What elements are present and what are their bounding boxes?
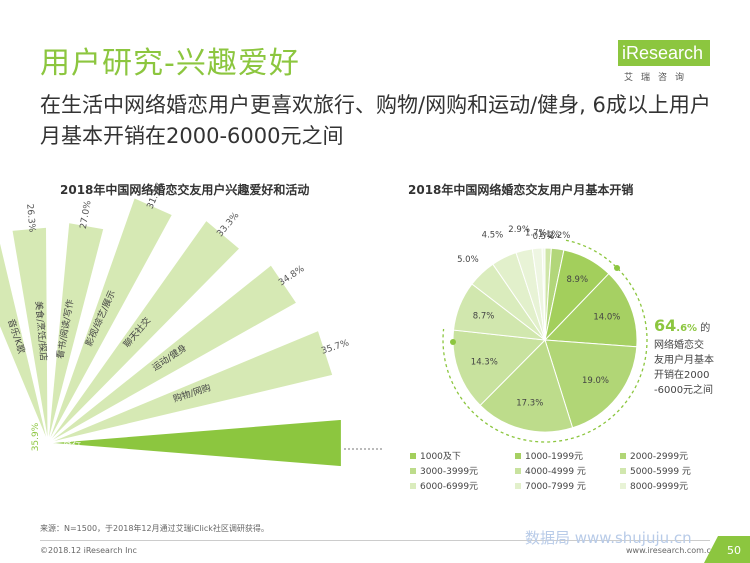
highlight-arc-end	[450, 339, 456, 345]
source-note: 来源：N=1500，于2018年12月通过艾瑞iClick社区调研获得。	[40, 524, 269, 533]
highlight-value: 64.6% 的	[654, 316, 710, 335]
legend-swatch	[620, 483, 626, 489]
category-label: 旅行	[63, 438, 81, 450]
legend-swatch	[410, 468, 416, 474]
highlight-text: -6000元之间	[654, 383, 713, 396]
legend-label: 4000-4999 元	[525, 467, 586, 477]
value-label: 35.7%	[320, 338, 351, 356]
pie-slice	[541, 247, 546, 341]
value-label: 26.3%	[24, 203, 36, 233]
pie-slice	[544, 339, 638, 429]
pie-slice	[479, 339, 574, 433]
fan-bar	[11, 226, 49, 444]
legend-label: 2000-2999元	[630, 452, 688, 462]
page-title: 用户研究-兴趣爱好	[40, 46, 300, 81]
legend-swatch	[410, 483, 416, 489]
fan-bar	[47, 329, 334, 444]
watermark-text: 数据局 www.shujuju.cn	[525, 529, 692, 547]
slice-label: 2.2%	[549, 231, 571, 241]
fan-bar	[47, 264, 298, 444]
value-label: 35.9%	[31, 422, 41, 451]
slice-label: 17.3%	[516, 399, 543, 409]
pie-slice	[543, 272, 638, 348]
legend-swatch	[620, 468, 626, 474]
iresearch-logo: iResearch 艾瑞咨询	[618, 40, 710, 83]
slice-label: 8.7%	[473, 311, 495, 321]
slice-label: 4.5%	[482, 230, 504, 240]
legend-label: 1000及下	[420, 451, 461, 462]
fan-bar	[47, 197, 174, 444]
page-number-tab	[704, 536, 750, 563]
logo-tagline: 艾瑞咨询	[624, 73, 693, 83]
legend-label: 5000-5999 元	[630, 467, 691, 477]
value-label: 34.8%	[277, 264, 307, 289]
highlight-arc-start	[614, 265, 620, 271]
legend-swatch	[515, 468, 521, 474]
footer-divider	[40, 540, 710, 541]
value-label: 33.3%	[215, 210, 241, 239]
slice-label: 5.0%	[457, 255, 479, 265]
fan-bar	[47, 222, 105, 444]
legend-swatch	[515, 483, 521, 489]
slice-label: 14.3%	[471, 358, 498, 368]
highlight-text: 友用户月基本	[654, 353, 714, 366]
page-number: 50	[727, 544, 741, 557]
fan-bar	[47, 418, 342, 468]
pie-slice	[452, 329, 547, 407]
slice-label: 14.0%	[593, 312, 620, 322]
legend-label: 3000-3999元	[420, 467, 478, 477]
highlight-text: 开销在2000	[654, 368, 709, 381]
slice-label: 8.9%	[566, 275, 588, 285]
legend-swatch	[620, 453, 626, 459]
fan-bar	[47, 219, 241, 444]
legend-label: 6000-6999元	[420, 482, 478, 492]
left-chart-title: 2018年中国网络婚恋交友用户兴趣爱好和活动	[60, 183, 310, 197]
copyright-text: ©2018.12 iResearch Inc	[40, 546, 137, 555]
slice-label: 19.0%	[582, 376, 609, 386]
slice-label: 0.5%	[533, 232, 555, 242]
highlight-arc	[442, 239, 648, 443]
value-label: 27.0%	[79, 199, 94, 229]
slice-label: 1.7%	[525, 228, 547, 238]
highlight-text: 网络婚恋交	[654, 338, 704, 351]
legend-label: 8000-9999元	[630, 482, 688, 492]
page-subtitle: 在生活中网络婚恋用户更喜欢旅行、购物/网购和运动/健身, 6成以上用户月基本开销…	[40, 93, 711, 148]
legend-swatch	[410, 453, 416, 459]
website-link[interactable]: www.iresearch.com.cn	[626, 546, 716, 555]
slice-label: 1.1%	[538, 230, 560, 240]
logo-brand: iResearch	[618, 40, 710, 66]
legend-label: 1000-1999元	[525, 452, 583, 462]
value-label: 31.7%	[146, 180, 167, 211]
legend-swatch	[515, 453, 521, 459]
fan-bar	[0, 239, 49, 444]
right-chart-title: 2018年中国网络婚恋交友用户月基本开销	[408, 183, 634, 197]
slice-label: 2.9%	[508, 225, 530, 235]
legend-label: 7000-7999 元	[525, 482, 586, 492]
